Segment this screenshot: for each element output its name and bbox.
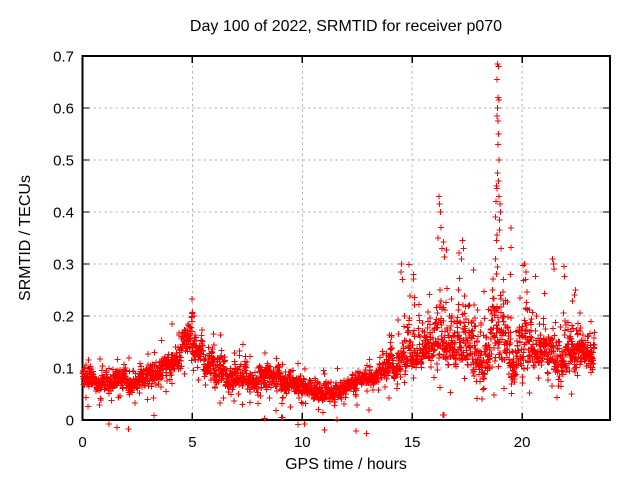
- y-tick-label: 0.4: [53, 205, 74, 222]
- y-tick-label: 0.5: [53, 153, 74, 170]
- x-tick-label: 5: [188, 434, 196, 451]
- y-tick-label: 0: [66, 413, 74, 430]
- y-axis-label: SRMTID / TECUs: [17, 175, 34, 301]
- y-tick-label: 0.2: [53, 309, 74, 326]
- y-tick-label: 0.7: [53, 49, 74, 66]
- x-axis-label: GPS time / hours: [285, 456, 407, 473]
- x-tick-label: 20: [514, 434, 531, 451]
- data-point-markers: [79, 61, 598, 437]
- plot-border: [81, 55, 611, 421]
- chart-title: Day 100 of 2022, SRMTID for receiver p07…: [190, 18, 502, 35]
- x-tick-label: 10: [294, 434, 311, 451]
- y-tick-label: 0.3: [53, 257, 74, 274]
- x-tick-label: 15: [404, 434, 421, 451]
- scatter-points: [79, 61, 598, 437]
- tick-labels: 0 5 10 15 20 0 0.1 0.2 0.3 0.4 0.5 0.6 0.7: [53, 49, 530, 452]
- y-tick-label: 0.6: [53, 101, 74, 118]
- y-tick-label: 0.1: [53, 361, 74, 378]
- x-tick-label: 0: [78, 434, 86, 451]
